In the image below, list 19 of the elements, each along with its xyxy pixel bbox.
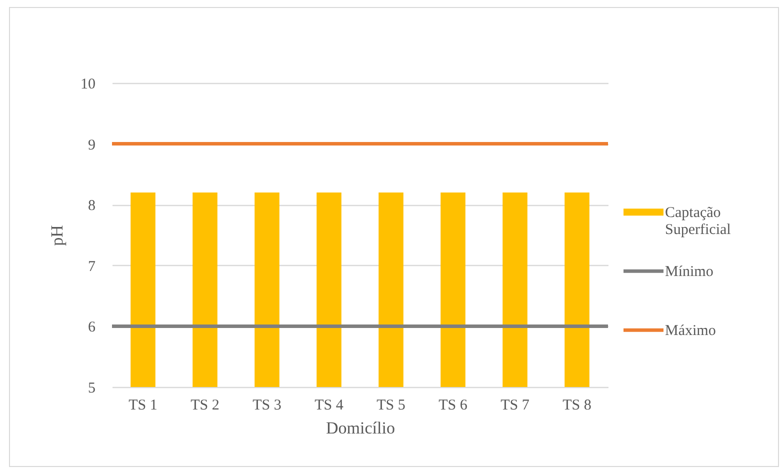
- x-tick-label: TS 5: [376, 398, 406, 414]
- y-tick-label: 6: [88, 320, 96, 336]
- x-tick-label: TS 7: [500, 398, 530, 414]
- x-tick-label: TS 6: [438, 398, 468, 414]
- x-tick-label: TS 8: [562, 398, 592, 414]
- y-tick-label: 8: [88, 198, 96, 214]
- y-tick-label: 9: [88, 137, 96, 154]
- y-tick-label: 10: [80, 76, 96, 92]
- legend-label: Máximo: [665, 323, 716, 340]
- x-tick-label: TS 2: [190, 398, 220, 414]
- legend-label: Mínimo: [665, 264, 714, 280]
- y-tick-label: 7: [88, 258, 96, 275]
- x-tick-label: TS 1: [128, 398, 158, 414]
- x-tick-label: TS 4: [314, 398, 344, 414]
- y-tick-label: 5: [88, 380, 96, 396]
- y-axis-title: pH: [48, 225, 66, 246]
- x-axis-title: Domicílio: [326, 418, 395, 438]
- x-tick-label: TS 3: [252, 398, 282, 414]
- legend-label: Captação Superficial: [665, 205, 731, 238]
